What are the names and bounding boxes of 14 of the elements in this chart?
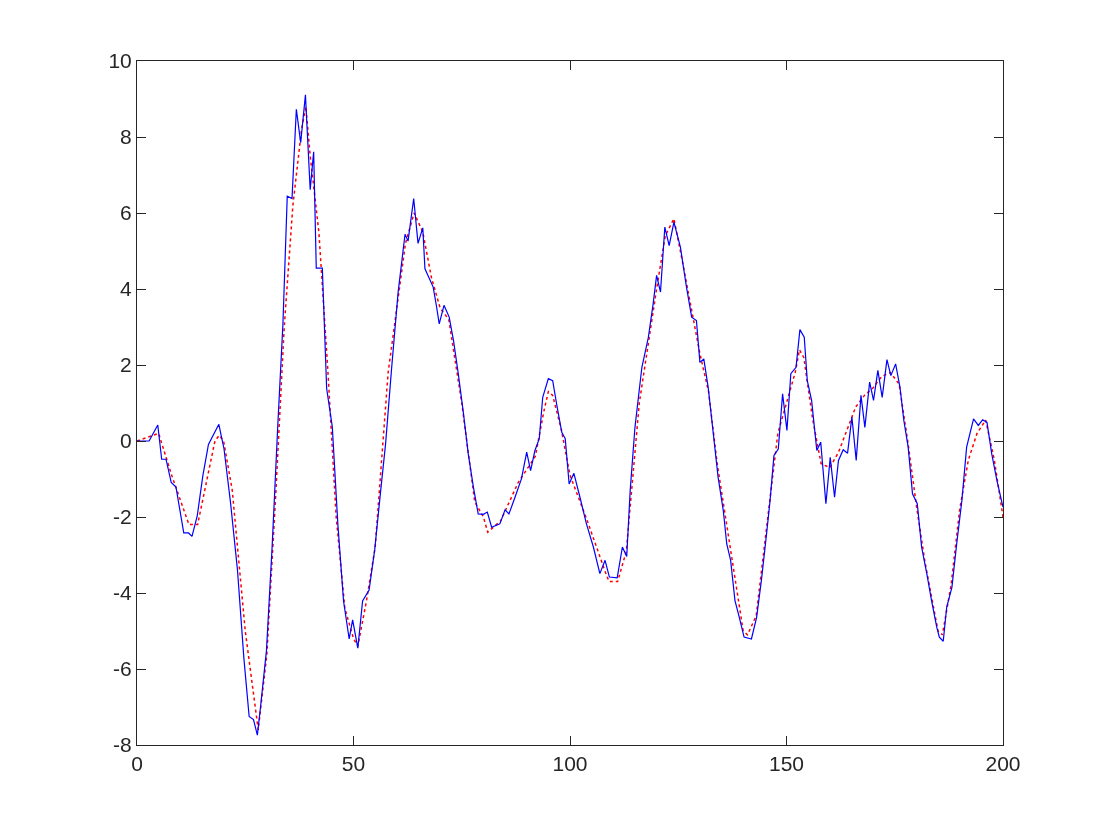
- x-tick-label: 50: [341, 752, 366, 776]
- y-tick-label: 2: [120, 353, 132, 377]
- y-tick-label: 6: [120, 201, 132, 225]
- y-tick-label: -2: [113, 505, 132, 529]
- y-tick-label: 10: [108, 49, 132, 73]
- x-tick-label: 150: [768, 752, 805, 776]
- x-tick-label: 200: [985, 752, 1021, 776]
- x-tick-label: 100: [552, 752, 588, 776]
- y-tick-label: -8: [113, 733, 132, 757]
- y-tick-label: -4: [113, 581, 133, 605]
- y-tick-label: -6: [113, 657, 132, 681]
- y-tick-label: 0: [120, 429, 132, 453]
- y-tick-label: 8: [120, 125, 132, 149]
- y-tick-label: 4: [120, 277, 133, 301]
